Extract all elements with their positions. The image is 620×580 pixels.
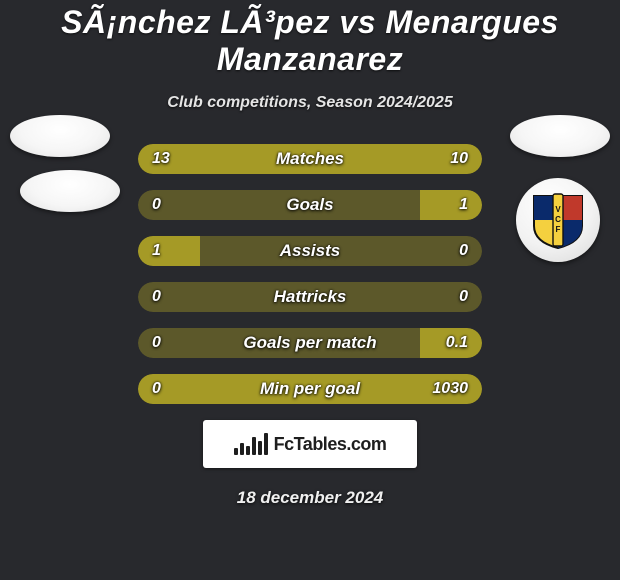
- svg-text:C: C: [555, 215, 561, 224]
- stat-row: 01030Min per goal: [138, 374, 482, 404]
- fctables-logo: FcTables.com: [203, 420, 417, 468]
- stat-label: Goals: [138, 190, 482, 220]
- stat-label: Matches: [138, 144, 482, 174]
- chart-icon: [234, 433, 268, 455]
- stat-row: 00Hattricks: [138, 282, 482, 312]
- svg-text:F: F: [556, 225, 561, 234]
- comparison-infographic: SÃ¡nchez LÃ³pez vs Menargues Manzanarez …: [0, 0, 620, 580]
- stat-row: 00.1Goals per match: [138, 328, 482, 358]
- player-left-crest-placeholder: [10, 115, 110, 157]
- player-right-crest-placeholder: [510, 115, 610, 157]
- stat-label: Goals per match: [138, 328, 482, 358]
- page-title: SÃ¡nchez LÃ³pez vs Menargues Manzanarez: [0, 2, 620, 86]
- villarreal-icon: V C F: [530, 190, 586, 250]
- club-badge: V C F: [516, 178, 600, 262]
- stat-label: Assists: [138, 236, 482, 266]
- date-label: 18 december 2024: [0, 488, 620, 508]
- stat-label: Hattricks: [138, 282, 482, 312]
- stat-row: 01Goals: [138, 190, 482, 220]
- subtitle: Club competitions, Season 2024/2025: [0, 94, 620, 112]
- stat-rows: 1310Matches 01Goals 10Assists 00Hattricks 00…: [138, 144, 482, 404]
- stat-label: Min per goal: [138, 374, 482, 404]
- logo-text: FcTables.com: [274, 434, 387, 455]
- svg-text:V: V: [555, 205, 561, 214]
- player-left-crest-placeholder-2: [20, 170, 120, 212]
- stat-row: 10Assists: [138, 236, 482, 266]
- stat-row: 1310Matches: [138, 144, 482, 174]
